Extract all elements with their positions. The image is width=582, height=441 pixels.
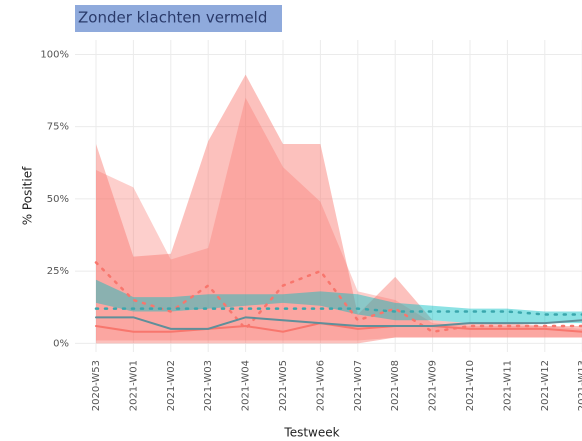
line <box>95 316 582 330</box>
x-tick-label: 2021-W13 <box>577 360 582 411</box>
title-box <box>75 5 282 32</box>
y-tick-label: 75% <box>47 122 69 133</box>
x-tick-label: 2021-W02 <box>166 360 177 411</box>
x-tick-label: 2021-W06 <box>315 360 326 411</box>
y-tick-label: 50% <box>47 194 69 205</box>
ribbon <box>96 279 582 324</box>
x-tick-label: 2021-W03 <box>203 360 214 411</box>
y-tick-label: 0% <box>53 338 69 349</box>
y-tick-label: 25% <box>47 266 69 277</box>
x-axis-title: Testweek <box>283 426 339 440</box>
x-tick-label: 2021-W10 <box>465 360 476 411</box>
x-tick-label: 2021-W07 <box>353 360 364 411</box>
line <box>95 322 582 333</box>
x-tick-label: 2021-W05 <box>278 360 289 411</box>
x-tick-label: 2021-W12 <box>540 360 551 411</box>
x-tick-label: 2021-W04 <box>241 360 252 411</box>
ribbon <box>96 74 582 344</box>
line <box>94 261 582 334</box>
y-axis-title: % Positief <box>21 166 35 225</box>
chart-title: Zonder klachten vermeld <box>78 9 267 27</box>
y-tick-label: 100% <box>40 49 69 60</box>
x-tick-label: 2020-W53 <box>91 360 102 411</box>
x-tick-label: 2021-W08 <box>390 360 401 411</box>
x-tick-label: 2021-W01 <box>128 360 139 411</box>
ribbon <box>96 97 582 341</box>
line <box>94 307 582 316</box>
x-tick-label: 2021-W09 <box>428 360 439 411</box>
x-tick-label: 2021-W11 <box>502 360 513 411</box>
